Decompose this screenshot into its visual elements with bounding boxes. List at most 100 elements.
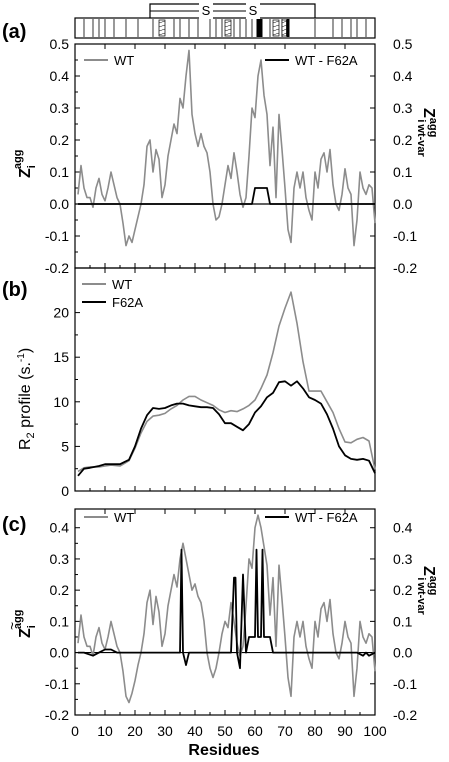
panel-a-ylabel-left-main: Z <box>17 168 34 178</box>
x-tick-label: 40 <box>187 723 203 739</box>
seq-bar-hatch-line <box>224 28 232 32</box>
panel-b-ylabel: R2 profile (s.-1) <box>16 348 37 450</box>
panel-c-legend-wt: WT <box>114 510 134 525</box>
y-tick-label: -0.2 <box>45 707 69 723</box>
ss-label-1: S <box>202 3 211 18</box>
panel-c: (c) Ziagg ~ Zaggiwt-var WT WT - F62A -0.… <box>2 508 439 723</box>
series-line-f62a <box>77 380 376 477</box>
panel-c-ylabel-right-sup: agg <box>427 576 439 596</box>
y-tick-label: -0.2 <box>45 260 69 276</box>
panel-c-legend-diff: WT - F62A <box>295 510 358 525</box>
y-tick-label-right: 0.2 <box>393 582 413 598</box>
y-tick-label-right: -0.2 <box>393 260 417 276</box>
y-tick-label-right: 0.3 <box>393 100 413 116</box>
x-tick-label: 70 <box>277 723 293 739</box>
y-tick-label-right: 0.1 <box>393 164 413 180</box>
y-tick-label-right: 0.5 <box>393 36 413 52</box>
panel-a-legend-wt: WT <box>114 53 134 68</box>
x-tick-label: 10 <box>97 723 113 739</box>
panel-a-ylabel-right-i: i <box>415 119 427 122</box>
seq-bar-thick <box>259 19 263 37</box>
ss-label-bg-1 <box>199 3 213 19</box>
seq-bar-hatch <box>281 19 287 37</box>
x-tick-label: 50 <box>217 723 233 739</box>
y-tick-label-right: -0.1 <box>393 228 417 244</box>
panel-a-ylabel-right-sub: wt-var <box>415 123 427 157</box>
y-tick-label-right: 0.4 <box>393 68 413 84</box>
y-tick-label-right: 0.1 <box>393 613 413 629</box>
panel-a-ylabel-left-sub: i <box>26 165 38 168</box>
series-line-wt-f62a <box>78 187 375 205</box>
y-tick-label: -0.1 <box>45 228 69 244</box>
panel-c-ylabel-right-i: i <box>415 577 427 580</box>
panel-3-frame <box>74 508 376 716</box>
ss-label-2: S <box>249 3 258 18</box>
panel-a-ylabel-right-sup: agg <box>427 118 439 138</box>
series-line-wt <box>77 291 376 473</box>
x-axis-label: Residues <box>188 742 259 759</box>
y-tick-label-right: -0.2 <box>393 707 417 723</box>
seq-bar-hatch-line <box>158 32 166 36</box>
y-tick-label: 0.2 <box>50 132 70 148</box>
seq-bar-hatch-line <box>272 20 280 24</box>
y-tick-label: 0.1 <box>50 164 70 180</box>
panel-c-ylabel-left-sub: i <box>26 625 38 628</box>
seq-bar-hatch-line <box>272 32 280 36</box>
panel-a-ylabel-right-main: Z <box>420 108 437 118</box>
x-tick-label: 80 <box>307 723 323 739</box>
panel-c-ylabel-right-sub: wt-var <box>415 581 427 615</box>
panel-a-ylabel-left-sup: agg <box>12 150 24 170</box>
seq-bar-thick <box>256 19 260 37</box>
panel-a-legend: WT WT - F62A <box>84 53 358 68</box>
x-tick-label: 60 <box>247 723 263 739</box>
series-line-wt <box>77 49 376 247</box>
y-tick-label-right: 0.4 <box>393 520 413 536</box>
seq-bar-hatch-line <box>158 20 166 24</box>
panel-b-ylabel-end: ) <box>17 348 34 353</box>
seq-bar-hatch-line <box>158 28 166 32</box>
y-tick-label: 15 <box>53 349 69 365</box>
y-tick-label: 0.0 <box>50 196 70 212</box>
seq-bar-hatch-line <box>281 24 287 28</box>
y-tick-label: 0.1 <box>50 613 70 629</box>
panel-b-ylabel-sup: -1 <box>16 353 27 362</box>
seq-bar-hatch-line <box>272 24 280 28</box>
seq-bar-hatch-line <box>224 20 232 24</box>
panel-b-ylabel-r: R <box>17 438 34 450</box>
panel-c-ylabel-left: Ziagg <box>12 610 38 638</box>
ss-label-bg-2 <box>246 3 260 19</box>
y-tick-label: 0.4 <box>50 68 70 84</box>
seq-bar-hatch-line <box>272 28 280 32</box>
series-line-wt-f62a <box>78 548 376 670</box>
x-tick-label: 20 <box>127 723 143 739</box>
x-tick-label: 90 <box>337 723 353 739</box>
x-tick-label: 30 <box>157 723 173 739</box>
x-tick-label: 0 <box>71 723 79 739</box>
y-tick-label: 0.5 <box>50 36 70 52</box>
y-tick-label-right: 0.2 <box>393 132 413 148</box>
x-tick-label: 100 <box>363 723 387 739</box>
y-tick-label: 5 <box>61 438 69 454</box>
x-tick-labels: 0 10 20 30 40 50 60 70 80 90 100 <box>71 723 387 739</box>
panel-c-ylabel-left-sup: agg <box>12 610 24 630</box>
sequence-bar-lines <box>83 19 367 37</box>
y-tick-label-right: 0.0 <box>393 196 413 212</box>
seq-bar-hatch-line <box>158 24 166 28</box>
seq-bar-hatch-line <box>281 20 287 24</box>
y-tick-label: 0.0 <box>50 645 70 661</box>
panel-c-ylabel-right-main: Z <box>420 566 437 576</box>
y-tick-label: 0.3 <box>50 551 70 567</box>
seq-bar-hatch-line <box>224 24 232 28</box>
y-tick-label: 10 <box>53 394 69 410</box>
panel-c-ylabel-left-tilde: ~ <box>4 622 20 630</box>
y-tick-label: -0.1 <box>45 676 69 692</box>
seq-bar-hatch-line <box>224 32 232 36</box>
seq-bar-hatch-line <box>281 32 287 36</box>
y-tick-label-right: 0.0 <box>393 645 413 661</box>
panel-a-legend-diff: WT - F62A <box>295 53 358 68</box>
panel-a-ylabel-right: Zaggiwt-var <box>415 108 439 158</box>
panel-c-label: (c) <box>2 514 26 536</box>
panel-c-ylabel-right: Zaggiwt-var <box>415 566 439 616</box>
y-tick-label: 0.4 <box>50 520 70 536</box>
